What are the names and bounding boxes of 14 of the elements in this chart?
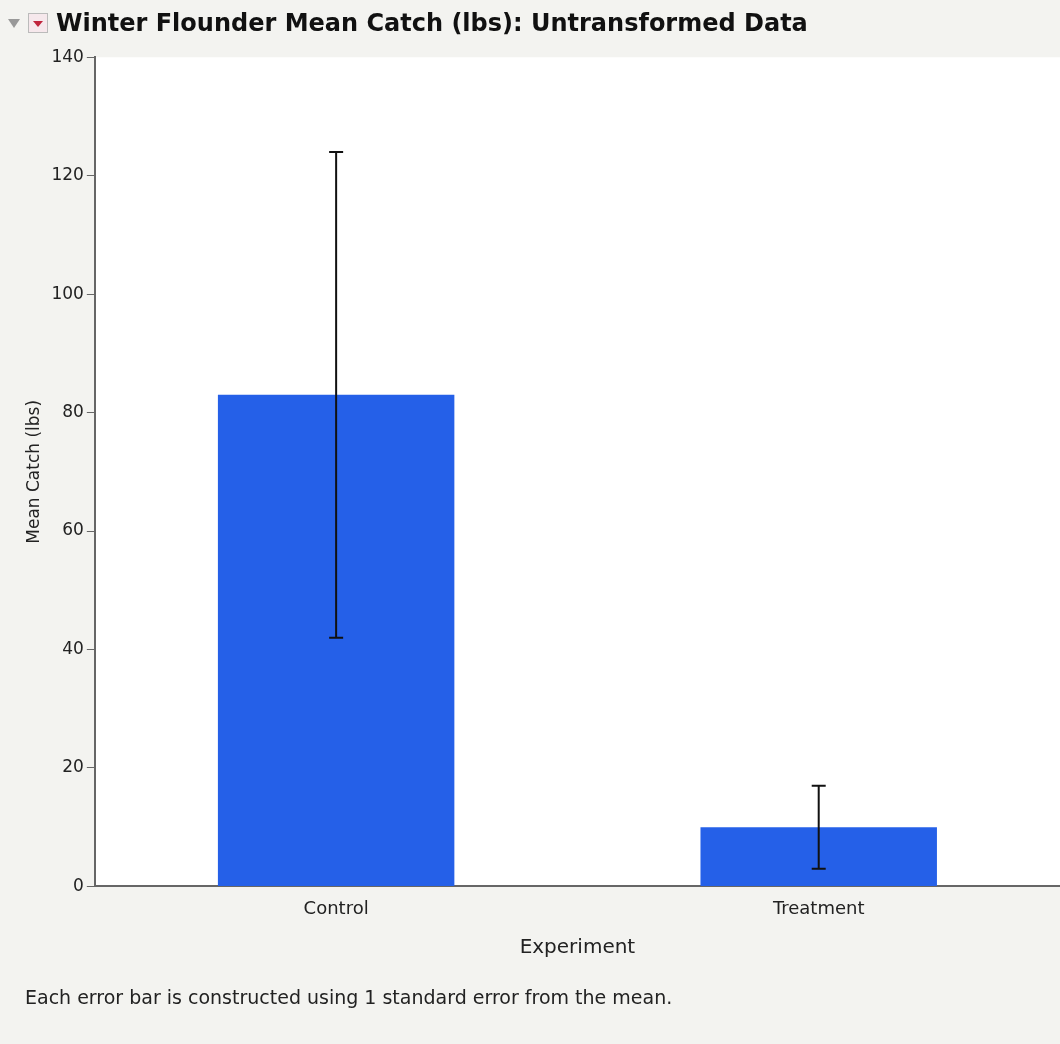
y-axis-title: Mean Catch (lbs) <box>22 399 43 544</box>
y-tick-label: 40 <box>62 637 84 658</box>
y-tick-label: 0 <box>73 874 84 895</box>
x-tick-label: Control <box>303 896 369 918</box>
y-tick-label: 20 <box>62 756 84 777</box>
y-tick-label: 80 <box>62 400 84 421</box>
x-tick-label: Treatment <box>771 896 865 918</box>
y-tick-label: 100 <box>51 282 84 303</box>
x-axis-title: Experiment <box>519 934 636 959</box>
chart-title: Winter Flounder Mean Catch (lbs): Untransformed Data <box>56 9 808 37</box>
y-tick-label: 60 <box>62 519 84 540</box>
y-tick-label: 120 <box>51 164 84 185</box>
y-tick-label: 140 <box>51 45 84 66</box>
text: Each error bar is constructed using 1 standard error from the mean. <box>25 985 674 1010</box>
